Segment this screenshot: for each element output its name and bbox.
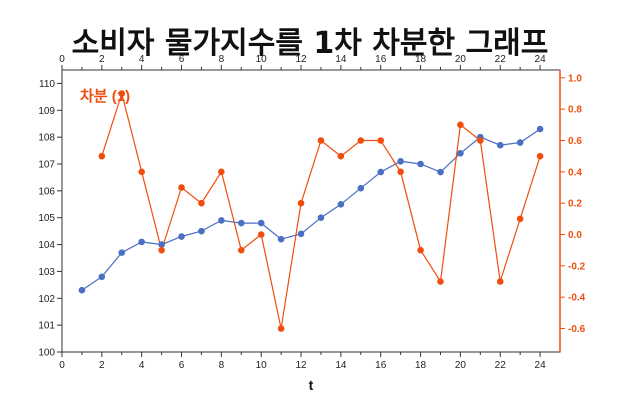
cpi-point [237, 219, 245, 227]
diff-point [337, 152, 345, 160]
diff-point [158, 246, 165, 254]
y-left-tick-label: 107 [38, 160, 55, 171]
x-tick-label-top: 22 [495, 54, 507, 65]
x-tick-label-top: 4 [139, 54, 145, 65]
diff-point [536, 152, 544, 160]
diff-point [357, 137, 365, 144]
cpi-line [81, 128, 541, 291]
x-tick-label-bottom: 10 [256, 360, 268, 371]
cpi-point [98, 273, 106, 281]
y-left-tick-label: 105 [38, 213, 55, 224]
cpi-point [417, 160, 424, 168]
diff-point [118, 90, 126, 97]
diff-point [98, 152, 106, 160]
x-tick-label-top: 24 [535, 54, 547, 65]
y-left-tick-label: 109 [38, 106, 55, 117]
cpi-point [218, 217, 225, 224]
y-right-tick-label: 0.0 [568, 230, 582, 241]
cpi-point [397, 158, 404, 165]
cpi-point [178, 233, 185, 240]
x-tick-label-bottom: 0 [59, 360, 65, 371]
x-tick-label-bottom: 20 [455, 360, 467, 371]
cpi-point [138, 238, 145, 246]
cpi-point [297, 230, 305, 238]
x-tick-label-bottom: 18 [415, 360, 427, 371]
cpi-point [337, 200, 345, 208]
diff-point [138, 168, 145, 176]
diff-line [101, 91, 541, 329]
x-tick-label-bottom: 14 [335, 360, 347, 371]
y-left-tick-label: 110 [39, 79, 55, 90]
y-right-tick-label: 0.2 [568, 199, 582, 210]
diff-point [417, 246, 424, 254]
y-left-tick-label: 108 [38, 133, 55, 144]
cpi-point [516, 139, 524, 146]
x-tick-label-bottom: 24 [535, 360, 547, 371]
x-tick-label-top: 12 [295, 54, 307, 65]
diff-point [178, 184, 185, 191]
cpi-point [496, 141, 504, 149]
y-right-tick-label: 0.8 [568, 105, 582, 116]
cpi-point [118, 249, 126, 256]
x-tick-label-top: 14 [335, 54, 347, 65]
y-left-tick-label: 100 [38, 348, 55, 359]
cpi-point [78, 286, 86, 294]
diff-point [297, 199, 305, 207]
x-tick-label-bottom: 22 [495, 360, 507, 371]
diff-annotation: 차분 (1) [80, 88, 130, 105]
y-left-tick-label: 103 [38, 267, 55, 278]
cpi-point [536, 125, 544, 133]
x-tick-label-top: 10 [256, 54, 268, 65]
x-tick-label-bottom: 6 [179, 360, 185, 371]
diff-point [437, 278, 444, 285]
cpi-point [257, 219, 265, 227]
diff-point [377, 137, 385, 144]
y-left-tick-label: 101 [38, 321, 55, 332]
cpi-point [437, 168, 444, 176]
diff-point [317, 137, 325, 144]
y-left-tick-label: 102 [38, 294, 55, 305]
x-tick-label-top: 20 [455, 54, 467, 65]
diff-point [218, 168, 225, 176]
x-tick-label-bottom: 12 [295, 360, 307, 371]
x-tick-label-top: 16 [375, 54, 387, 65]
diff-point [457, 121, 464, 129]
y-right-tick-label: 1.0 [568, 73, 582, 84]
x-tick-label-top: 2 [99, 54, 105, 65]
cpi-point [198, 227, 205, 235]
diff-point [257, 231, 265, 238]
y-right-tick-label: 0.4 [568, 167, 582, 178]
x-tick-label-top: 18 [415, 54, 427, 65]
cpi-point [457, 149, 464, 157]
cpi-point [158, 241, 165, 248]
y-right-tick-label: -0.4 [568, 293, 586, 304]
diff-point [198, 199, 205, 207]
x-tick-label-bottom: 2 [99, 360, 105, 371]
cpi-point [377, 168, 385, 176]
diff-point [237, 246, 245, 254]
x-tick-label-top: 6 [179, 54, 185, 65]
cpi-point [317, 214, 325, 222]
chart-title: 소비자 물가지수를 1차 차분한 그래프 [71, 26, 549, 61]
x-tick-label-top: 8 [219, 54, 225, 65]
diff-point [397, 168, 404, 176]
cpi-point [277, 235, 285, 243]
cpi-point [357, 184, 365, 192]
x-tick-label-bottom: 16 [375, 360, 387, 371]
y-right-tick-label: -0.6 [568, 324, 586, 335]
x-tick-label-bottom: 8 [219, 360, 225, 371]
diff-point [516, 215, 524, 223]
x-tick-label-top: 0 [59, 54, 65, 65]
diff-point [496, 278, 504, 285]
y-right-tick-label: 0.6 [568, 136, 582, 147]
x-axis-label: t [309, 377, 314, 393]
y-left-tick-label: 104 [38, 240, 55, 251]
plot-frame [61, 69, 561, 353]
x-tick-label-bottom: 4 [139, 360, 145, 371]
diff-point [477, 137, 484, 144]
y-right-tick-label: -0.2 [568, 261, 586, 272]
y-left-tick-label: 106 [38, 186, 55, 197]
diff-point [277, 325, 285, 332]
